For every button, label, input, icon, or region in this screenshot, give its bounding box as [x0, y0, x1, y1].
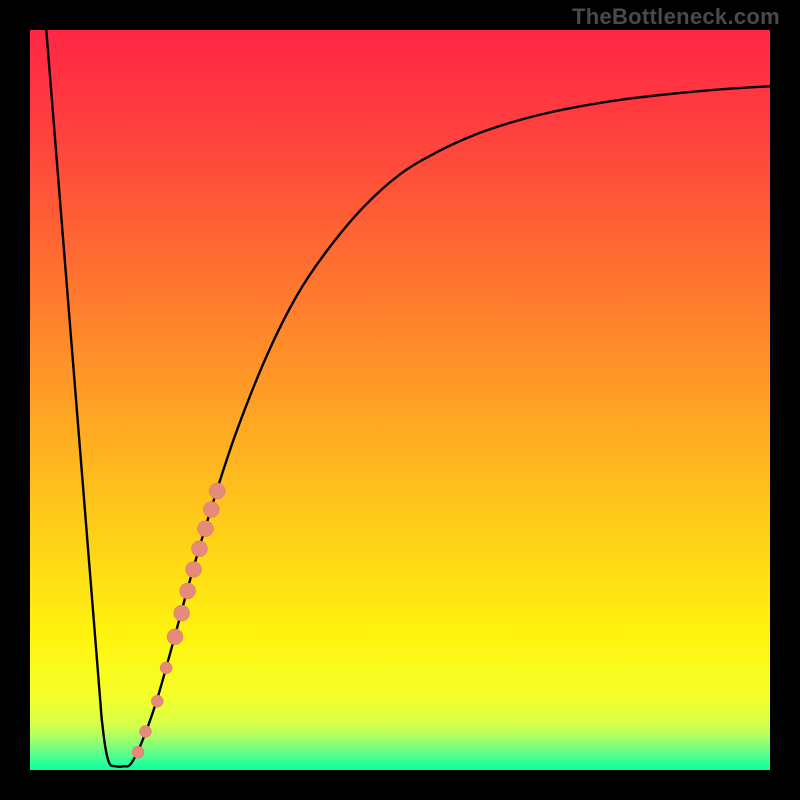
watermark-text: TheBottleneck.com — [572, 4, 780, 30]
data-marker — [160, 662, 172, 674]
data-marker — [186, 561, 202, 577]
data-marker — [191, 541, 207, 557]
data-marker — [139, 726, 151, 738]
chart-frame: TheBottleneck.com — [0, 0, 800, 800]
data-marker — [151, 695, 163, 707]
data-marker — [132, 746, 144, 758]
data-marker — [167, 629, 183, 645]
gradient-background — [30, 30, 770, 770]
data-marker — [180, 583, 196, 599]
data-marker — [209, 483, 225, 499]
chart-svg — [0, 0, 800, 800]
data-marker — [203, 502, 219, 518]
data-marker — [174, 605, 190, 621]
data-marker — [197, 521, 213, 537]
